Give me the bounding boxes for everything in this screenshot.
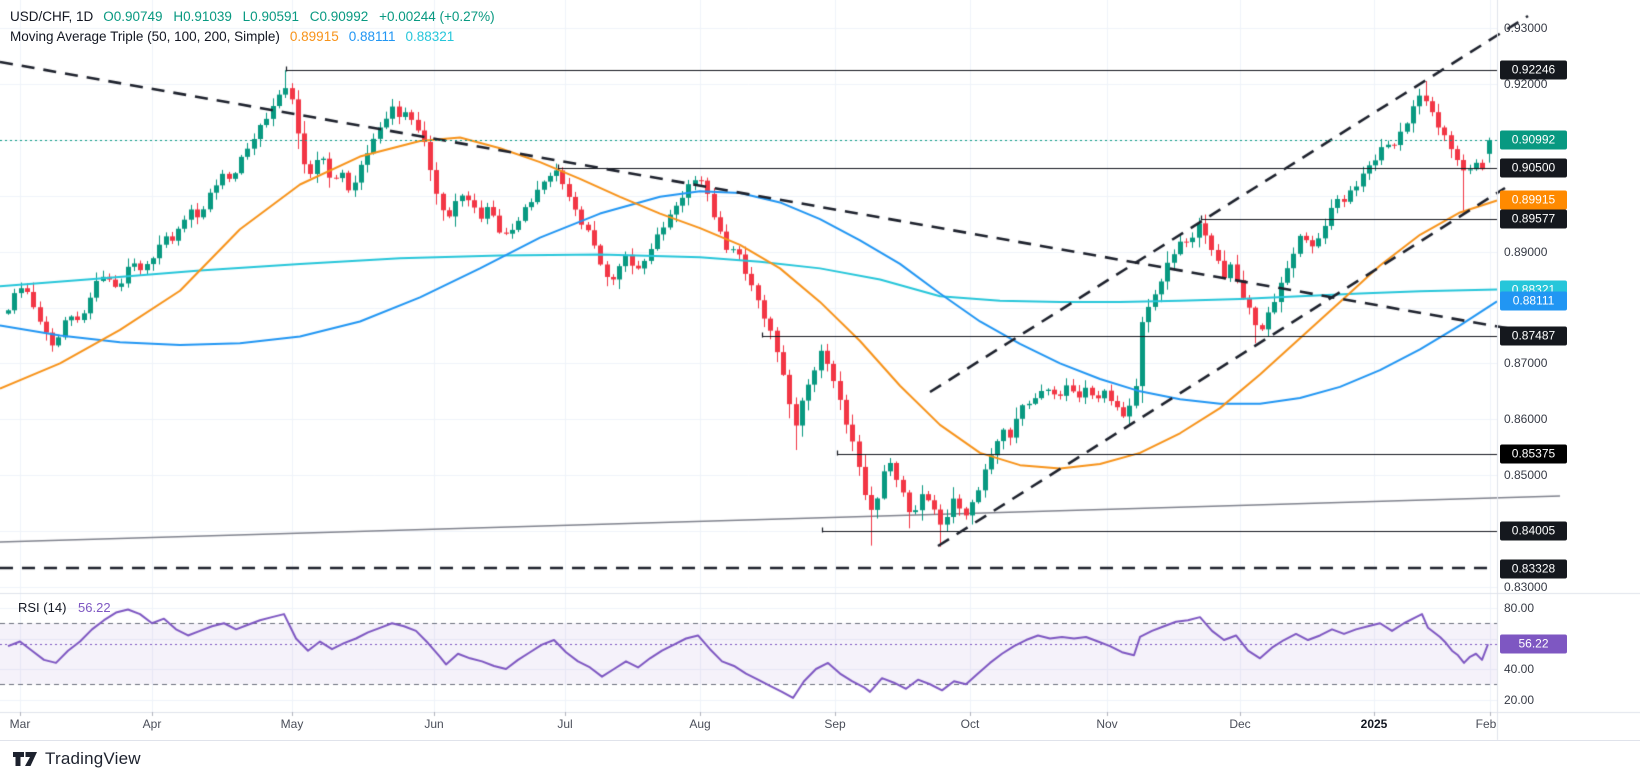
- close-value: C0.90992: [309, 8, 369, 24]
- symbol-legend-row: USD/CHF, 1D O0.90749 H0.91039 L0.90591 C…: [10, 6, 502, 26]
- tradingview-logo-text: TradingView: [45, 749, 141, 768]
- price-level-badge: 0.85375: [1500, 444, 1567, 464]
- price-axis-label: 0.86000: [1504, 412, 1548, 427]
- price-level-badge: 0.89915: [1500, 190, 1567, 210]
- high-value: H0.91039: [173, 8, 232, 24]
- time-axis-label-jun: Jun: [424, 717, 444, 731]
- rsi-value-badge: 56.22: [1500, 634, 1567, 654]
- price-level-badge: 0.83328: [1500, 559, 1567, 579]
- rsi-axis-label: 80.00: [1504, 601, 1535, 615]
- rsi-axis-label: 20.00: [1504, 692, 1535, 707]
- low-value: L0.90591: [242, 8, 299, 24]
- price-axis-label: 0.83000: [1504, 580, 1548, 594]
- tradingview-logo[interactable]: TradingView: [12, 747, 141, 771]
- symbol-title[interactable]: USD/CHF, 1D: [10, 8, 94, 24]
- price-axis-label: 0.92000: [1504, 76, 1548, 91]
- sma50-value: 0.89915: [289, 28, 339, 44]
- price-axis-label: 0.89000: [1504, 244, 1548, 259]
- price-level-badge: 0.84005: [1500, 521, 1567, 541]
- rsi-legend-row: RSI (14) 56.22: [18, 600, 111, 615]
- time-axis-label-dec: Dec: [1229, 717, 1251, 731]
- tradingview-logo-icon: [13, 752, 37, 766]
- indicator-title[interactable]: Moving Average Triple (50, 100, 200, Sim…: [10, 28, 280, 44]
- time-axis-label-feb: Feb: [1475, 717, 1497, 731]
- rsi-axis-label: 40.00: [1504, 662, 1535, 676]
- price-level-badge: 0.87487: [1500, 326, 1567, 346]
- open-value: O0.90749: [103, 8, 163, 24]
- indicator-legend-row: Moving Average Triple (50, 100, 200, Sim…: [10, 26, 502, 46]
- price-level-badge: 0.92246: [1500, 60, 1567, 80]
- time-axis-label-sep: Sep: [824, 717, 846, 731]
- time-axis-label-apr: Apr: [142, 717, 162, 731]
- time-axis-label-may: May: [280, 717, 304, 731]
- time-axis-label-aug: Aug: [689, 717, 711, 731]
- price-level-badge: 0.89577: [1500, 209, 1567, 229]
- price-axis-label: 0.93000: [1504, 21, 1548, 35]
- sma200-value: 0.88321: [405, 28, 455, 44]
- price-level-badge: 0.90992: [1500, 130, 1567, 150]
- time-axis-label-mar: Mar: [9, 717, 31, 731]
- time-axis-label-oct: Oct: [960, 717, 980, 731]
- rsi-current-value: 56.22: [78, 600, 111, 615]
- chart-legend: USD/CHF, 1D O0.90749 H0.91039 L0.90591 C…: [10, 6, 502, 46]
- change-value: +0.00244 (+0.27%): [379, 8, 495, 24]
- time-axis-label-2025: 2025: [1360, 717, 1388, 731]
- sma100-value: 0.88111: [348, 28, 396, 44]
- price-axis-label: 0.87000: [1504, 356, 1548, 371]
- rsi-title[interactable]: RSI (14): [18, 600, 67, 615]
- price-level-badge: 0.90500: [1500, 158, 1567, 178]
- time-axis-label-jul: Jul: [557, 717, 573, 731]
- ohlc-values: O0.90749 H0.91039 L0.90591 C0.90992 +0.0…: [103, 9, 501, 24]
- price-axis-label: 0.85000: [1504, 468, 1548, 483]
- price-level-badge: 0.88111: [1500, 291, 1567, 311]
- time-axis-label-nov: Nov: [1096, 717, 1118, 731]
- bottom-divider: [0, 740, 1640, 741]
